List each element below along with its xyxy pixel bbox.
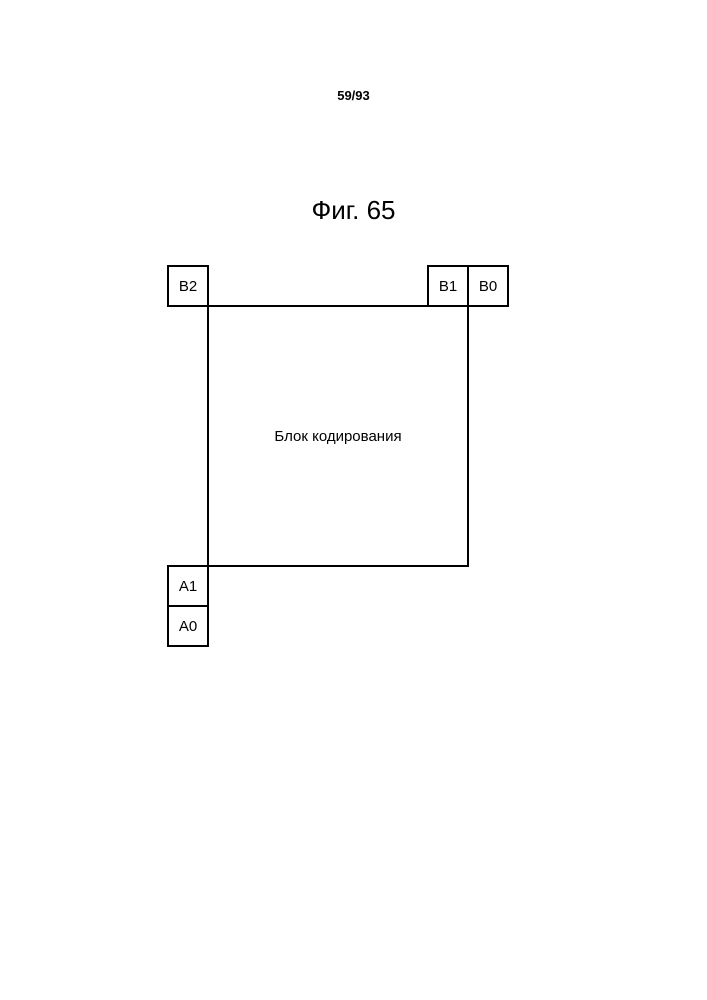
neighbor-a0: A0 bbox=[167, 605, 209, 647]
main-coding-block: Блок кодирования bbox=[207, 305, 469, 567]
neighbor-b1: B1 bbox=[427, 265, 469, 307]
neighbor-b2: B2 bbox=[167, 265, 209, 307]
neighbor-b0: B0 bbox=[467, 265, 509, 307]
neighbor-a1: A1 bbox=[167, 565, 209, 607]
coding-block-diagram: Блок кодирования B2 B1 B0 A1 A0 bbox=[0, 0, 707, 1000]
page: 59/93 Фиг. 65 Блок кодирования B2 B1 B0 … bbox=[0, 0, 707, 1000]
